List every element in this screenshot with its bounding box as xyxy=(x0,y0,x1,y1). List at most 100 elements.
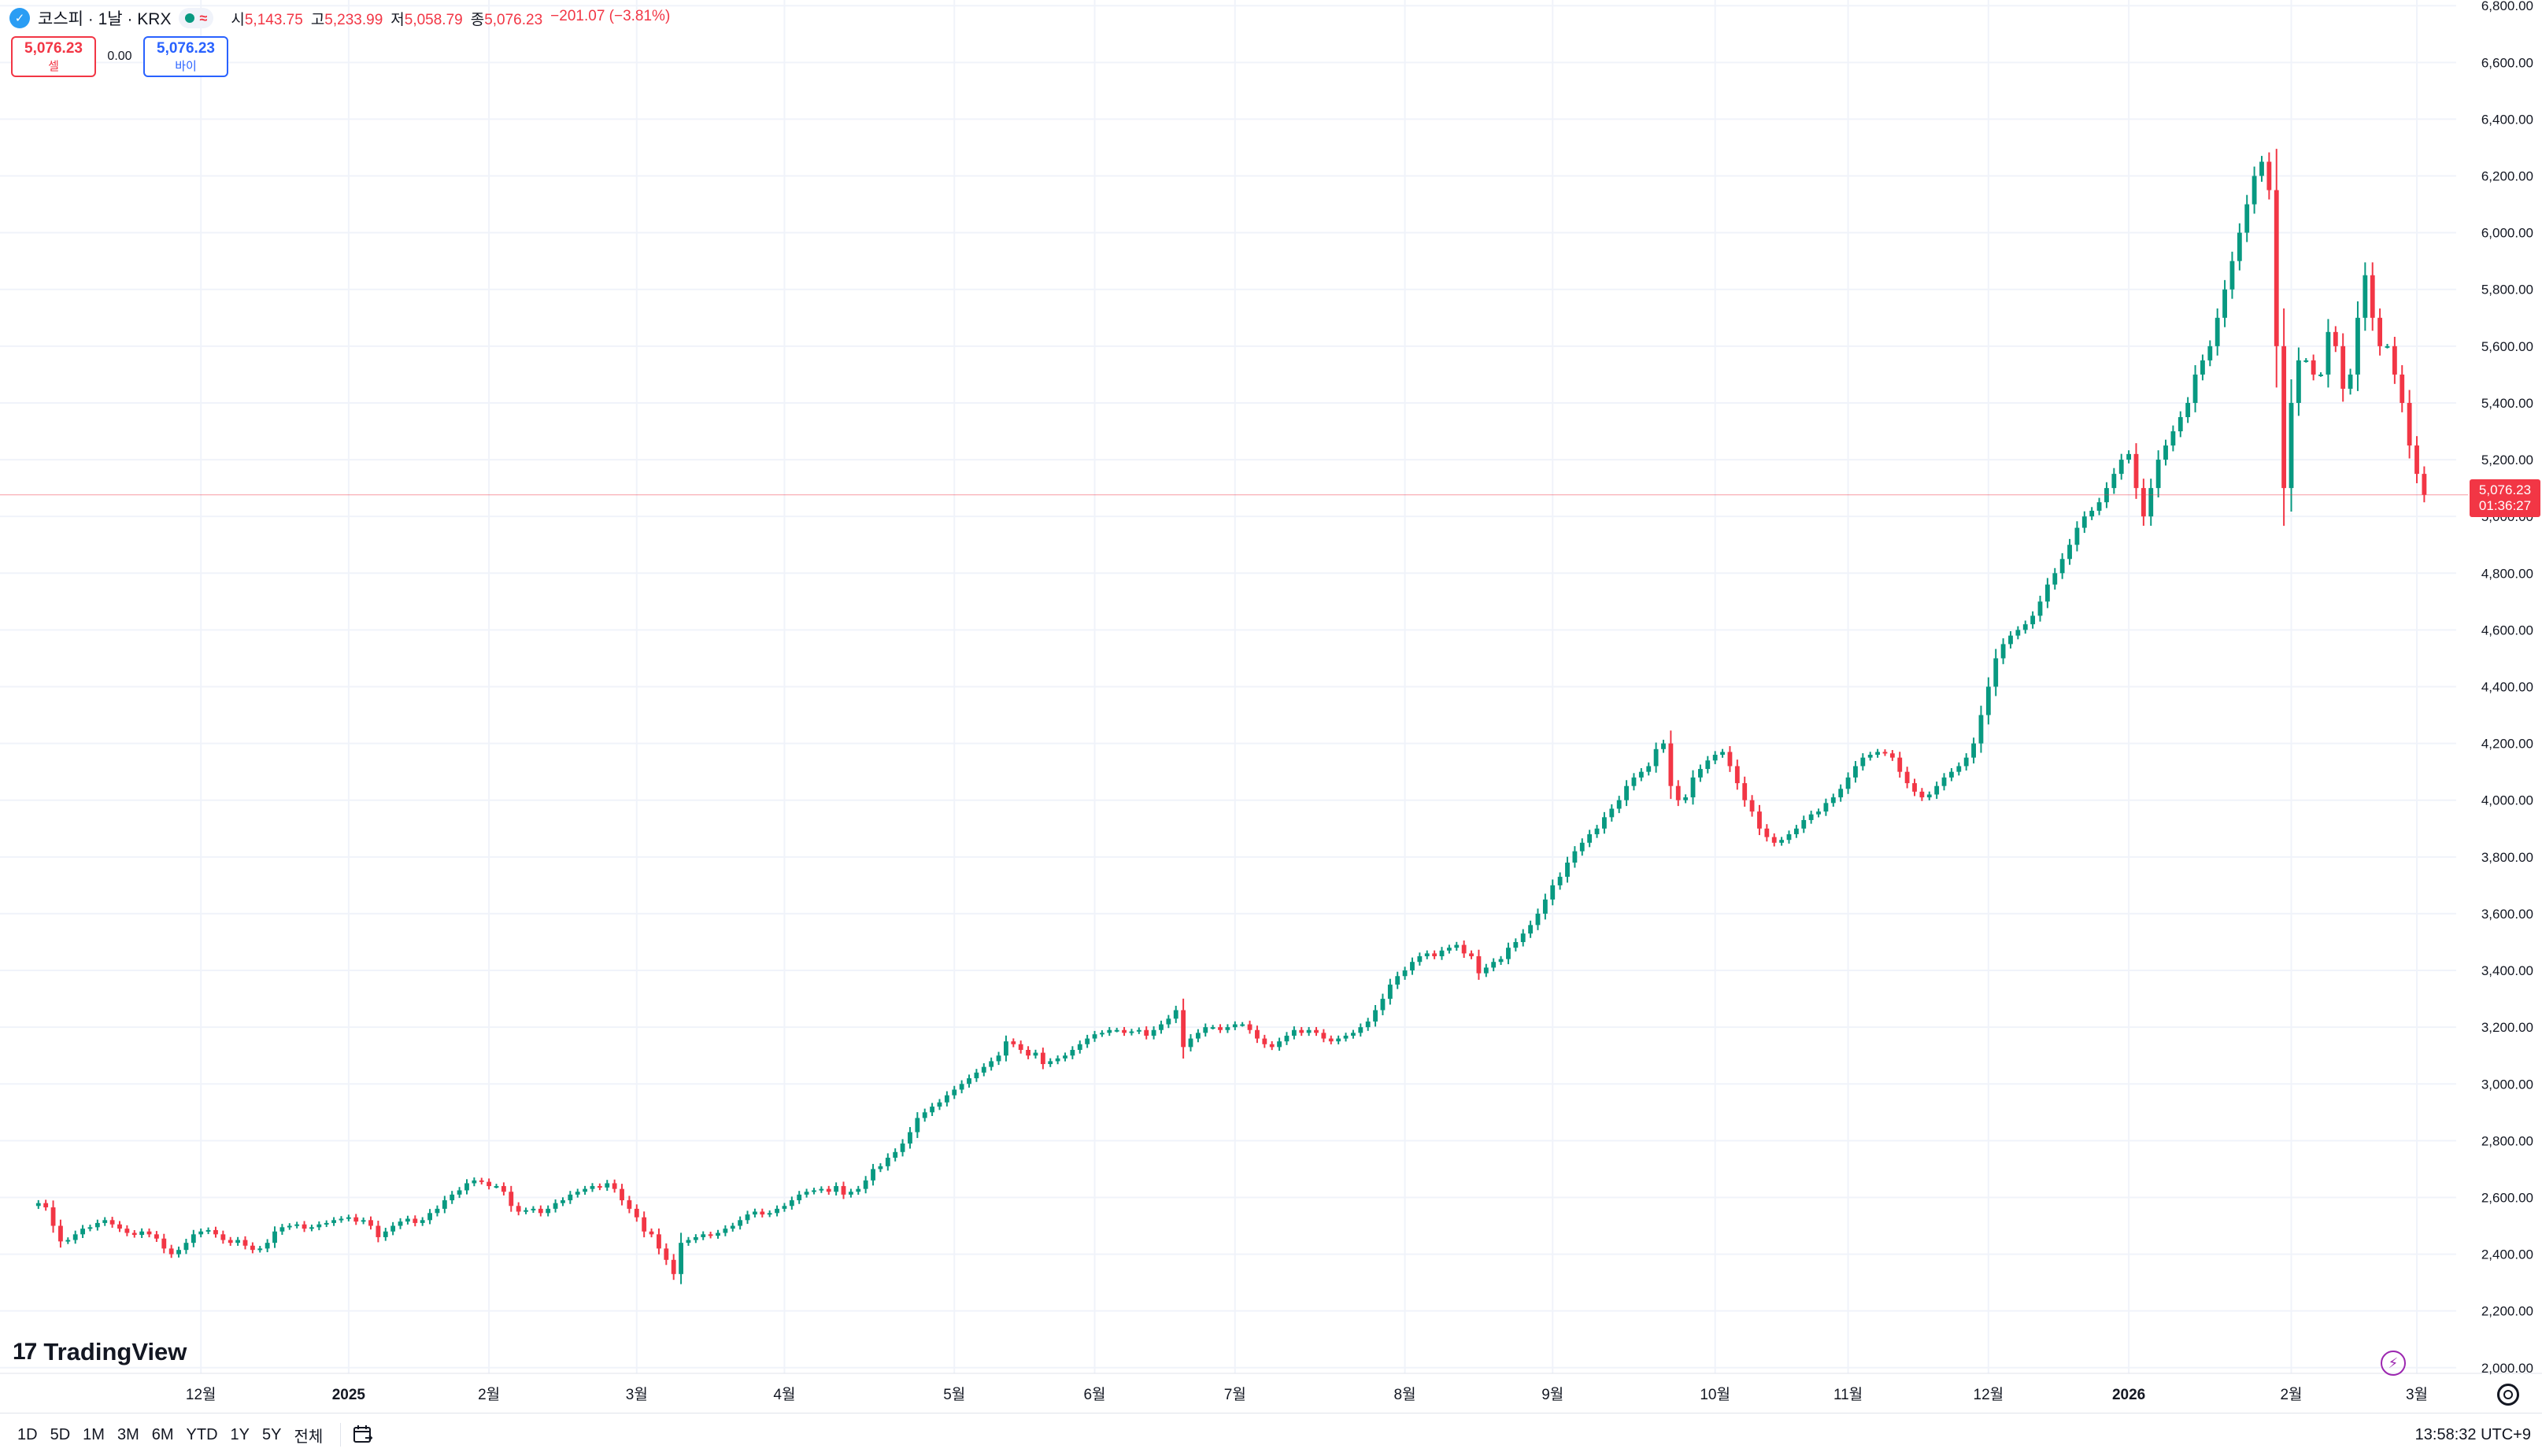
candle-body xyxy=(1387,985,1393,1000)
candle-body xyxy=(848,1192,853,1195)
candle-body xyxy=(2348,374,2353,389)
candle-body xyxy=(878,1166,883,1170)
candle-body xyxy=(146,1231,152,1235)
candle-body xyxy=(213,1229,218,1235)
candle-body xyxy=(1653,748,1659,767)
calendar-goto-icon[interactable] xyxy=(352,1424,374,1446)
tradingview-swirl-icon[interactable]: ✓ xyxy=(9,8,30,28)
candle-body xyxy=(1159,1024,1164,1030)
candle-body xyxy=(420,1220,425,1223)
candle-body xyxy=(2000,644,2006,659)
candle-body xyxy=(856,1188,861,1192)
range-all[interactable]: 전체 xyxy=(294,1428,324,1446)
candle-body xyxy=(435,1208,440,1214)
sell-button[interactable]: 5,076.23 셀 xyxy=(11,36,96,77)
range-ytd[interactable]: YTD xyxy=(186,1425,218,1443)
market-status[interactable]: ≈ xyxy=(179,8,214,28)
bottom-toolbar: 1D 5D 1M 3M 6M YTD 1Y 5Y 전체 xyxy=(0,1413,2542,1456)
candle-body xyxy=(1070,1049,1075,1056)
range-6m[interactable]: 6M xyxy=(151,1425,174,1443)
range-1y[interactable]: 1Y xyxy=(230,1425,250,1443)
candle-body xyxy=(1195,1033,1201,1039)
candle-body xyxy=(2363,275,2368,318)
candle-body xyxy=(1107,1029,1112,1033)
candle-body xyxy=(1240,1024,1245,1026)
candle-body xyxy=(1631,777,1637,786)
candle-body xyxy=(2244,204,2250,233)
tradingview-logo[interactable]: 17 TradingView xyxy=(13,1338,187,1365)
candle-body xyxy=(457,1190,462,1195)
candle-body xyxy=(1255,1029,1260,1039)
candle-body xyxy=(967,1078,971,1085)
candle-body xyxy=(1055,1058,1060,1062)
candle-body xyxy=(109,1220,115,1225)
candle-body xyxy=(294,1224,300,1226)
candle-body xyxy=(2377,317,2383,346)
candle-body xyxy=(35,1203,41,1207)
candle-body xyxy=(664,1248,669,1260)
candle-body xyxy=(841,1186,846,1195)
candle-body xyxy=(117,1224,122,1229)
candle-body xyxy=(1210,1027,1215,1029)
candle-body xyxy=(464,1183,469,1191)
candle-body xyxy=(708,1234,713,1236)
candle-body xyxy=(509,1192,514,1207)
candle-body xyxy=(2008,635,2013,645)
price-tick-label: 2,000.00 xyxy=(2481,1361,2533,1376)
price-tick-label: 2,600.00 xyxy=(2481,1190,2533,1205)
candle-body xyxy=(1506,948,1511,959)
range-1d[interactable]: 1D xyxy=(17,1425,38,1443)
candle-body xyxy=(1542,899,1548,914)
time-tick-label: 5월 xyxy=(943,1386,965,1403)
price-tick-label: 5,400.00 xyxy=(2481,396,2533,411)
candle-body xyxy=(1085,1038,1090,1044)
candle-body xyxy=(250,1245,255,1251)
candle-body xyxy=(501,1186,506,1192)
range-5y[interactable]: 5Y xyxy=(262,1425,282,1443)
candle-body xyxy=(2414,445,2419,475)
candle-body xyxy=(1018,1044,1023,1050)
symbol-title[interactable]: 코스피 · 1날 · KRX xyxy=(38,10,172,28)
candle-body xyxy=(908,1132,912,1144)
time-tick-label: 9월 xyxy=(1541,1386,1563,1403)
candle-body xyxy=(915,1118,920,1133)
candle-body xyxy=(1092,1034,1097,1039)
timezone-clock[interactable]: 13:58:32 UTC+9 xyxy=(2414,1426,2531,1443)
candle-body xyxy=(1867,755,1873,758)
candle-body xyxy=(2126,453,2132,460)
candle-body xyxy=(1705,760,1711,770)
candle-body xyxy=(316,1224,322,1228)
price-tick-label: 3,200.00 xyxy=(2481,1020,2533,1035)
candle-body xyxy=(561,1200,565,1203)
candle-body xyxy=(1801,819,1807,829)
range-5d[interactable]: 5D xyxy=(50,1425,71,1443)
range-3m[interactable]: 3M xyxy=(117,1425,139,1443)
price-tick-label: 4,200.00 xyxy=(2481,737,2533,752)
candle-body xyxy=(590,1186,595,1189)
gear-icon[interactable] xyxy=(2497,1384,2519,1406)
time-tick-label: 12월 xyxy=(1974,1386,2004,1403)
price-tick-label: 6,600.00 xyxy=(2481,55,2533,70)
last-price-tag: 5,076.23 01:36:27 xyxy=(2470,479,2540,517)
candle-body xyxy=(2163,445,2168,460)
candle-body xyxy=(1351,1033,1356,1036)
candle-body xyxy=(1712,755,1718,761)
candle-body xyxy=(87,1227,93,1229)
lightning-icon[interactable]: ⚡ xyxy=(2381,1351,2406,1376)
candle-body xyxy=(413,1218,418,1223)
candle-body xyxy=(94,1222,100,1228)
buy-button[interactable]: 5,076.23 바이 xyxy=(143,36,228,77)
candle-body xyxy=(775,1208,779,1214)
candle-body xyxy=(959,1084,964,1090)
candle-body xyxy=(1572,851,1578,863)
spread-value: 0.00 xyxy=(107,50,132,63)
candle-body xyxy=(2266,161,2272,190)
trade-buttons: 5,076.23 셀 0.00 5,076.23 바이 xyxy=(11,36,228,77)
candle-body xyxy=(1697,769,1703,778)
candle-body xyxy=(383,1231,388,1237)
candle-body xyxy=(2022,624,2028,630)
range-1m[interactable]: 1M xyxy=(83,1425,105,1443)
candle-body xyxy=(2074,527,2080,545)
candle-body xyxy=(43,1203,49,1208)
